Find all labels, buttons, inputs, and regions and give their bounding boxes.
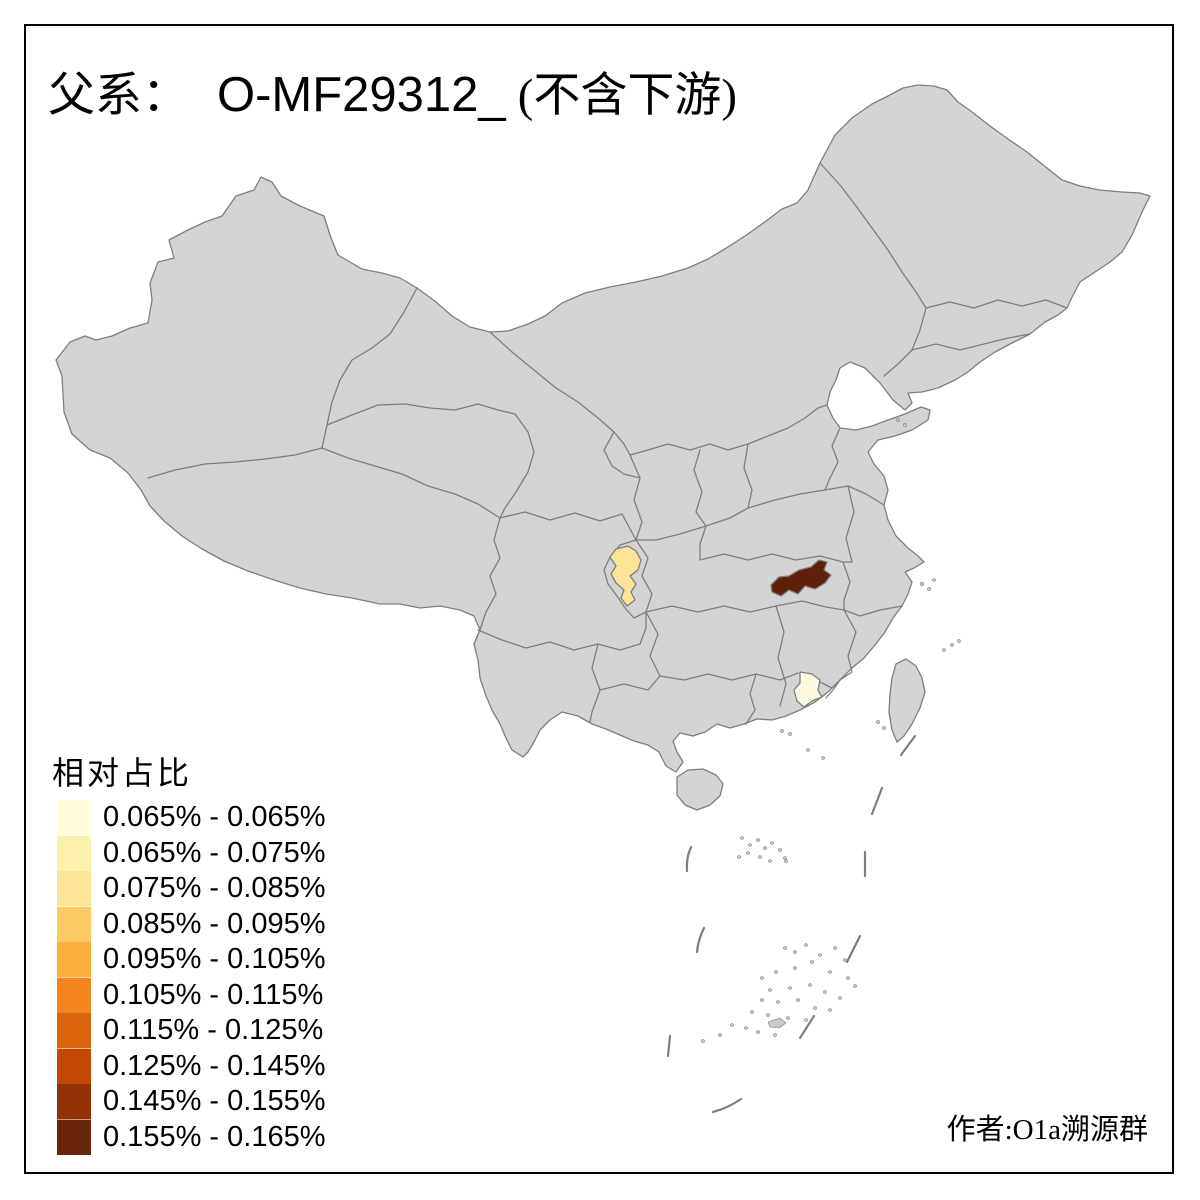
legend-label: 0.065% - 0.075% (103, 836, 326, 869)
map-frame (24, 24, 1174, 1174)
legend-label: 0.075% - 0.085% (103, 872, 326, 905)
mainland-shape (55, 84, 1151, 773)
legend-item: 0.105% - 0.115% (57, 977, 325, 1013)
province-borders (147, 162, 1068, 725)
legend-item: 0.125% - 0.145% (57, 1048, 326, 1084)
map-root (55, 84, 1151, 1114)
nine-dash-line (666, 734, 917, 1114)
legend-item: 0.155% - 0.165% (57, 1119, 326, 1155)
legend-title: 相对占比 (52, 755, 193, 791)
legend-swatch (57, 1048, 91, 1084)
legend-label: 0.145% - 0.155% (103, 1085, 326, 1118)
legend-label: 0.095% - 0.105% (103, 943, 326, 976)
legend-label: 0.115% - 0.125% (103, 1014, 324, 1047)
legend-label: 0.105% - 0.115% (103, 978, 324, 1011)
title-prefix: 父系： (48, 70, 189, 122)
page-title: 父系： O-MF29312_ (不含下游) (48, 56, 737, 125)
legend-item: 0.065% - 0.065% (57, 800, 325, 836)
attribution-text: 作者:O1a溯源群 (946, 1114, 1148, 1146)
highlight-regions (609, 545, 832, 708)
legend-swatch (57, 942, 91, 978)
highlight-region-west (609, 545, 642, 607)
haplogroup-name: O-MF29312_ (217, 68, 506, 122)
legend-swatch (57, 1084, 91, 1120)
legend-swatch (57, 977, 91, 1013)
legend-label: 0.065% - 0.065% (103, 801, 326, 834)
hainan-island (676, 768, 724, 811)
title-suffix: (不含下游) (517, 70, 738, 122)
legend-item: 0.095% - 0.105% (57, 942, 325, 978)
highlight-region-central-dark (770, 559, 832, 597)
legend-swatch (57, 1119, 91, 1155)
legend-swatch (57, 800, 91, 836)
taiwan-island (888, 658, 926, 743)
legend-item: 0.065% - 0.075% (57, 835, 326, 871)
legend-swatch (57, 1013, 91, 1049)
legend-item: 0.145% - 0.155% (57, 1084, 325, 1120)
legend-swatch (57, 906, 91, 942)
legend-item: 0.085% - 0.095% (57, 906, 326, 942)
legend-item: 0.075% - 0.085% (57, 871, 325, 907)
legend-swatch (57, 871, 91, 907)
legend-label: 0.155% - 0.165% (103, 1120, 326, 1153)
highlight-region-south-pale (793, 671, 823, 708)
legend-label: 0.125% - 0.145% (103, 1049, 326, 1082)
south-china-sea-islets (701, 418, 961, 1043)
legend-item: 0.115% - 0.125% (57, 1013, 325, 1049)
legend-label: 0.085% - 0.095% (103, 907, 326, 940)
legend: 0.065% - 0.065% 0.065% - 0.075% 0.075% -… (57, 800, 325, 1155)
legend-swatch (57, 835, 91, 871)
